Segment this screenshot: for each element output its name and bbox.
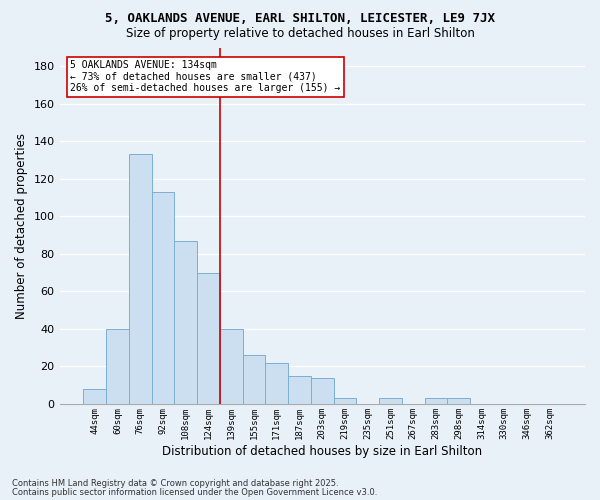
Bar	[197, 272, 220, 404]
Bar	[425, 398, 448, 404]
Bar	[129, 154, 152, 404]
Text: 5, OAKLANDS AVENUE, EARL SHILTON, LEICESTER, LE9 7JX: 5, OAKLANDS AVENUE, EARL SHILTON, LEICES…	[105, 12, 495, 26]
Bar	[265, 362, 288, 404]
Bar	[242, 355, 265, 404]
Text: Contains public sector information licensed under the Open Government Licence v3: Contains public sector information licen…	[12, 488, 377, 497]
Bar	[152, 192, 175, 404]
Bar	[83, 389, 106, 404]
Bar	[288, 376, 311, 404]
Bar	[448, 398, 470, 404]
Text: Size of property relative to detached houses in Earl Shilton: Size of property relative to detached ho…	[125, 28, 475, 40]
Text: Contains HM Land Registry data © Crown copyright and database right 2025.: Contains HM Land Registry data © Crown c…	[12, 479, 338, 488]
Bar	[334, 398, 356, 404]
Bar	[106, 329, 129, 404]
Bar	[175, 240, 197, 404]
Bar	[311, 378, 334, 404]
X-axis label: Distribution of detached houses by size in Earl Shilton: Distribution of detached houses by size …	[162, 444, 482, 458]
Bar	[379, 398, 402, 404]
Text: 5 OAKLANDS AVENUE: 134sqm
← 73% of detached houses are smaller (437)
26% of semi: 5 OAKLANDS AVENUE: 134sqm ← 73% of detac…	[70, 60, 340, 93]
Bar	[220, 329, 242, 404]
Y-axis label: Number of detached properties: Number of detached properties	[15, 132, 28, 318]
